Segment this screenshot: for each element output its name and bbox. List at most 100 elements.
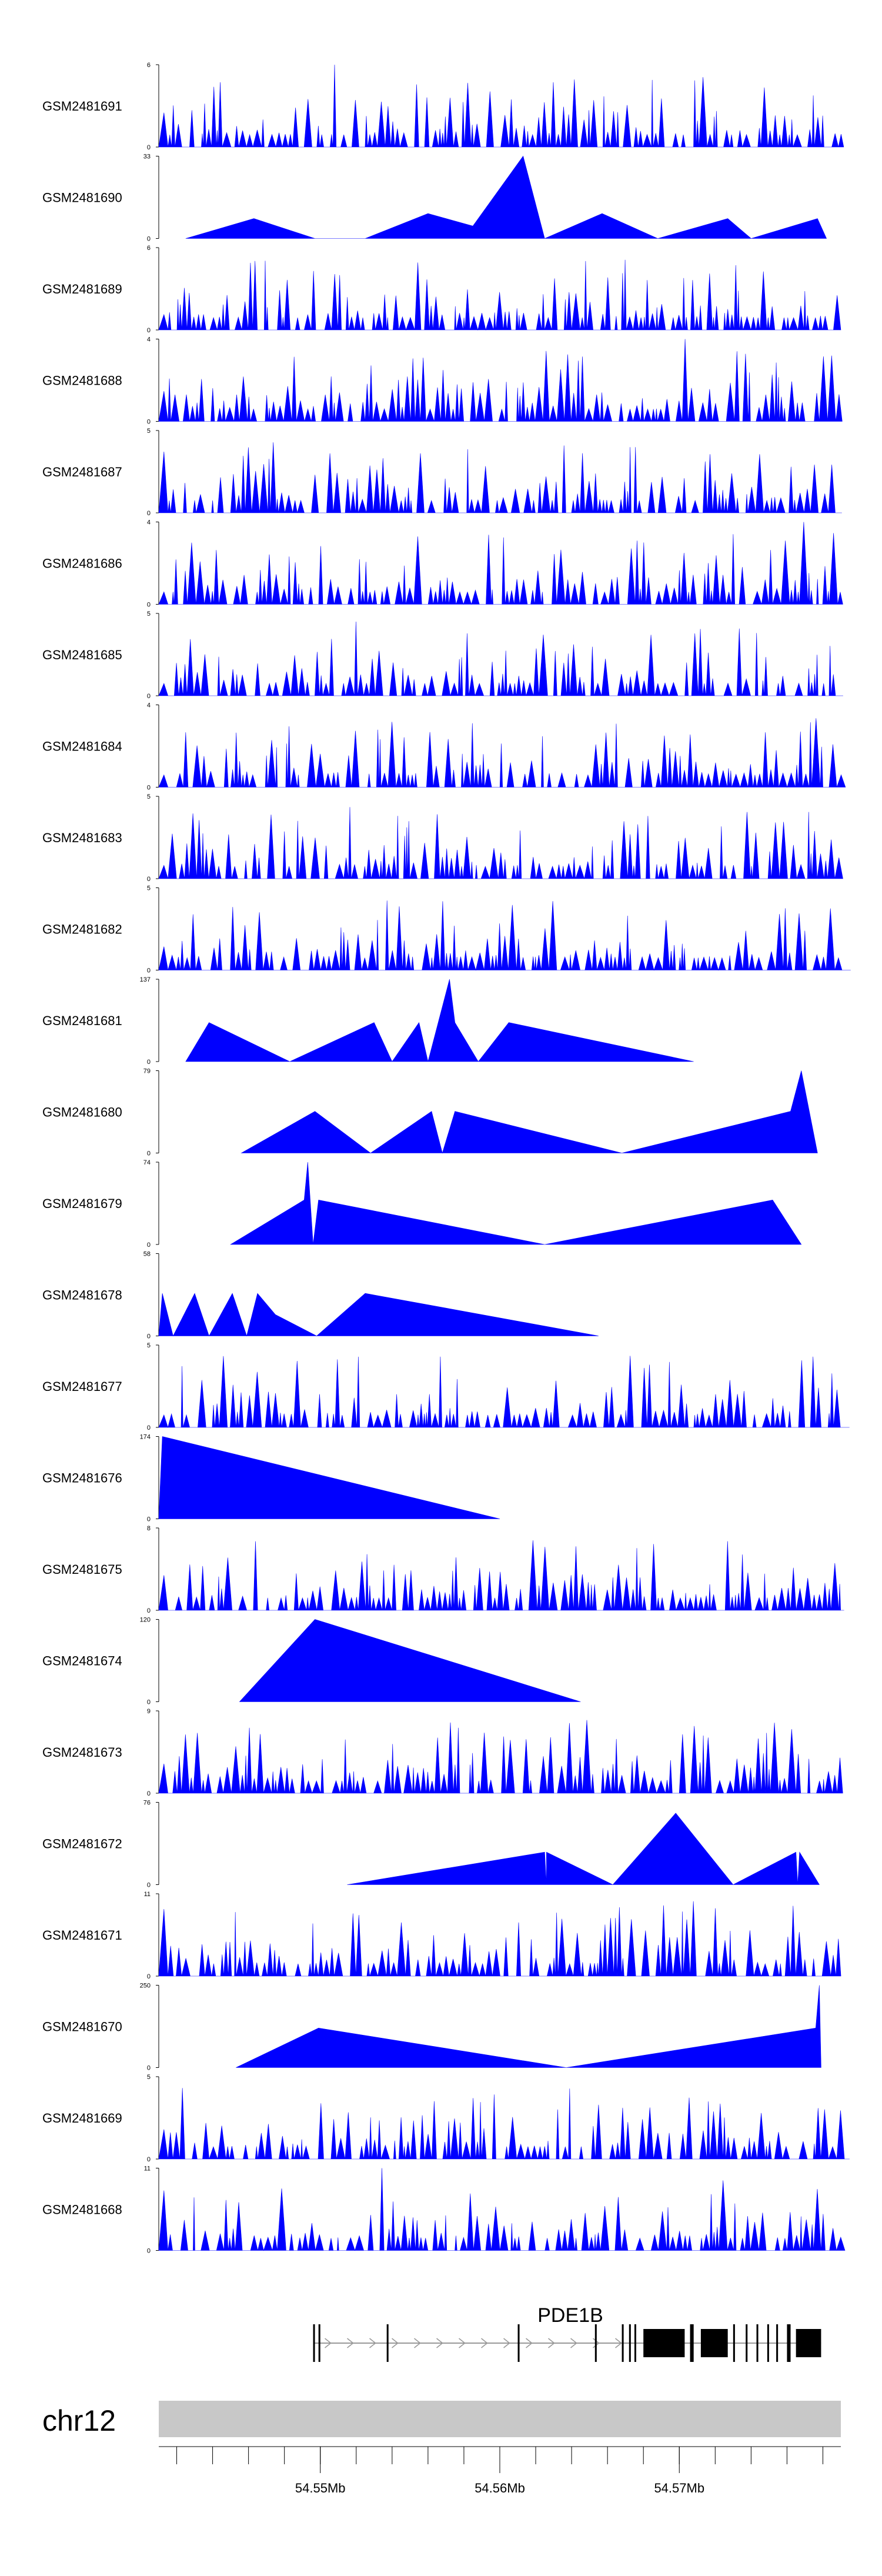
y-tick-min: 0: [147, 785, 151, 792]
track-GSM2481674: GSM2481674 120 0: [42, 1617, 581, 1706]
track-label: GSM2481676: [42, 1471, 122, 1486]
exon: [733, 2324, 735, 2362]
track-label: GSM2481683: [42, 830, 122, 845]
coverage-area: [158, 339, 843, 422]
y-tick-min: 0: [147, 2248, 151, 2255]
track-label: GSM2481691: [42, 99, 122, 114]
track-GSM2481684: GSM2481684 4 0: [42, 702, 846, 792]
track-GSM2481678: GSM2481678 58 0: [42, 1251, 599, 1340]
track-GSM2481679: GSM2481679 74 0: [42, 1159, 802, 1249]
genome-axis-ticks: 54.55Mb 54.56Mb 54.57Mb: [176, 2447, 823, 2495]
coverage-area: [158, 900, 851, 971]
x-tick-label: 54.56Mb: [475, 2481, 525, 2495]
coverage-area: [185, 979, 694, 1062]
strand-arrow: [436, 2338, 443, 2348]
track-GSM2481676: GSM2481676 174 0: [42, 1434, 500, 1523]
strand-arrow: [347, 2338, 354, 2348]
track-GSM2481671: GSM2481671 11 0: [42, 1891, 841, 1980]
y-tick-min: 0: [147, 236, 151, 243]
exon: [756, 2324, 759, 2362]
y-tick-max: 250: [140, 1983, 151, 1990]
y-tick-max: 4: [147, 336, 151, 343]
y-tick-min: 0: [147, 876, 151, 883]
coverage-area: [158, 2168, 846, 2251]
coverage-area: [230, 1162, 802, 1245]
y-tick-max: 11: [144, 1891, 151, 1898]
y-tick-min: 0: [147, 1699, 151, 1706]
coverage-area: [236, 1985, 821, 2068]
chromosome-ideogram: chr12: [42, 2401, 841, 2437]
coverage-tracks: GSM248169160GSM2481690330GSM248168960GSM…: [42, 62, 851, 2255]
coverage-area: [158, 621, 843, 697]
y-tick-max: 33: [143, 154, 151, 161]
exon: [313, 2324, 315, 2362]
coverage-area: [158, 1293, 599, 1337]
coverage-area: [158, 718, 846, 788]
track-label: GSM2481682: [42, 922, 122, 937]
track-GSM2481688: GSM2481688 4 0: [42, 336, 843, 426]
track-label: GSM2481690: [42, 191, 122, 205]
track-label: GSM2481684: [42, 739, 122, 754]
exon: [787, 2324, 791, 2362]
strand-arrow: [615, 2338, 622, 2348]
y-tick-min: 0: [147, 693, 151, 700]
coverage-area: [158, 1901, 841, 1977]
y-tick-max: 11: [144, 2165, 151, 2173]
coverage-area: [158, 522, 843, 605]
y-tick-max: 5: [147, 2074, 151, 2081]
ideogram-band: [159, 2401, 841, 2437]
gene-model: [313, 2324, 821, 2362]
y-tick-min: 0: [147, 1333, 151, 1340]
strand-arrow: [526, 2338, 533, 2348]
y-tick-max: 74: [143, 1159, 151, 1166]
y-tick-max: 6: [147, 245, 151, 252]
coverage-area: [158, 2088, 850, 2160]
track-GSM2481690: GSM2481690 33 0: [42, 154, 827, 243]
track-label: GSM2481689: [42, 282, 122, 296]
exon: [517, 2324, 520, 2362]
coverage-area: [347, 1813, 820, 1885]
strand-arrow: [369, 2338, 376, 2348]
track-GSM2481691: GSM2481691 6 0: [42, 62, 844, 151]
track-label: GSM2481674: [42, 1654, 122, 1669]
track-label: GSM2481672: [42, 1837, 122, 1851]
track-GSM2481680: GSM2481680 79 0: [42, 1068, 818, 1157]
y-tick-min: 0: [147, 2156, 151, 2163]
exon: [643, 2329, 685, 2357]
track-label: GSM2481678: [42, 1288, 122, 1303]
track-label: GSM2481679: [42, 1196, 122, 1211]
y-tick-min: 0: [147, 1424, 151, 1432]
y-tick-min: 0: [147, 1790, 151, 1797]
y-tick-max: 5: [147, 1342, 151, 1349]
y-tick-min: 0: [147, 967, 151, 975]
track-label: GSM2481680: [42, 1105, 122, 1120]
y-tick-max: 9: [147, 1708, 151, 1715]
coverage-area: [158, 1436, 500, 1519]
y-tick-min: 0: [147, 1607, 151, 1614]
strand-arrow: [481, 2338, 488, 2348]
track-label: GSM2481687: [42, 465, 122, 479]
y-tick-min: 0: [147, 510, 151, 517]
y-tick-min: 0: [147, 144, 151, 151]
y-tick-max: 76: [143, 1800, 151, 1807]
gene-annotation-track: PDE1B: [313, 2304, 821, 2362]
y-tick-max: 4: [147, 519, 151, 526]
track-label: GSM2481670: [42, 2020, 122, 2034]
track-GSM2481682: GSM2481682 5 0: [42, 885, 851, 975]
track-label: GSM2481686: [42, 556, 122, 571]
track-GSM2481668: GSM2481668 11 0: [42, 2165, 846, 2255]
track-GSM2481683: GSM2481683 5 0: [42, 793, 843, 883]
x-tick-label: 54.57Mb: [654, 2481, 704, 2495]
exon: [318, 2324, 320, 2362]
strand-arrow: [392, 2338, 399, 2348]
strand-arrow: [503, 2338, 510, 2348]
y-tick-max: 137: [140, 976, 151, 983]
y-tick-min: 0: [147, 1882, 151, 1889]
track-label: GSM2481677: [42, 1379, 122, 1394]
y-tick-max: 6: [147, 62, 151, 69]
coverage-area: [158, 259, 841, 331]
y-tick-max: 4: [147, 702, 151, 709]
exon: [386, 2324, 389, 2362]
y-tick-max: 79: [143, 1068, 151, 1075]
